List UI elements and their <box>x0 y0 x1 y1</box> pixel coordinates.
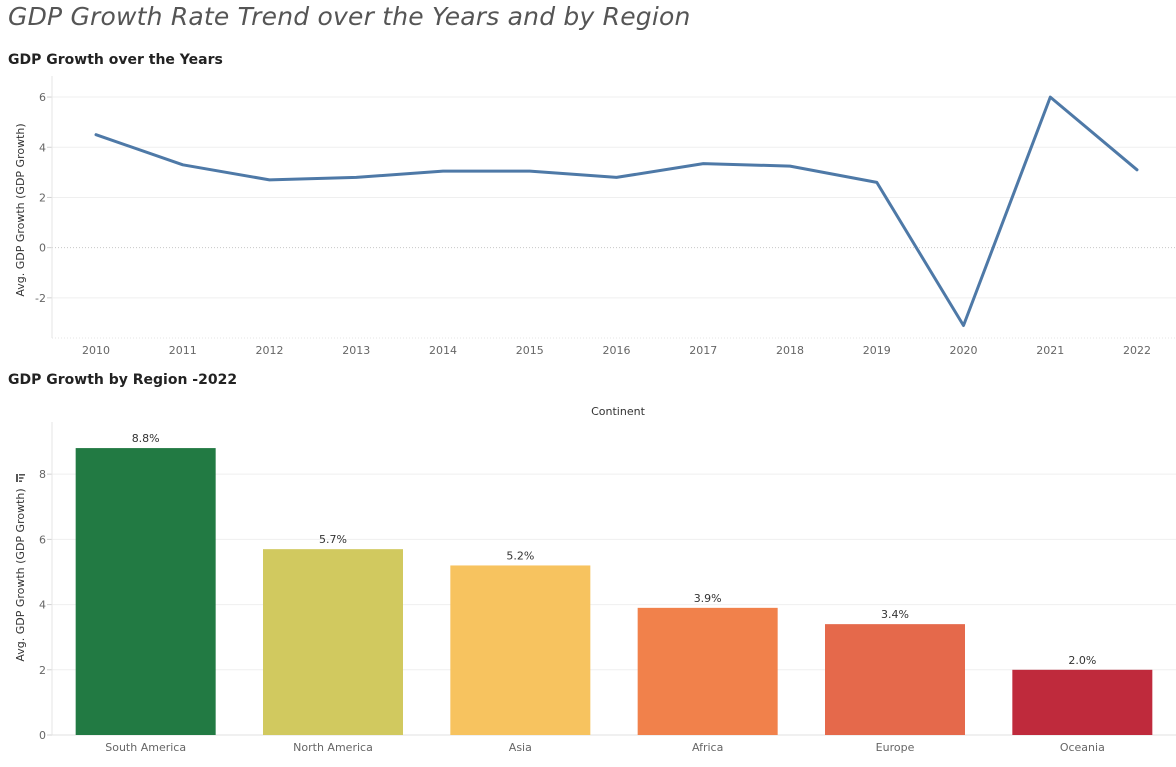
y-tick-label: 4 <box>39 599 46 612</box>
x-tick-label: 2010 <box>82 344 110 357</box>
x-tick-label: 2012 <box>256 344 284 357</box>
bar-chart-bars[interactable] <box>75 448 1153 735</box>
x-tick-label: North America <box>293 741 373 754</box>
y-tick-label: 0 <box>39 729 46 742</box>
bar-chart-x-ticks: South America North America Asia Africa Euro… <box>105 741 1105 754</box>
bar-chart-y-ticks: 0 2 4 6 8 <box>39 468 46 742</box>
y-tick-label: 4 <box>39 141 46 154</box>
y-tick-label: 2 <box>39 191 46 204</box>
y-tick-label: 0 <box>39 242 46 255</box>
bar[interactable] <box>75 448 216 735</box>
bar-chart-data-labels: 8.8% 5.7% 5.2% 3.9% 3.4% 2.0% <box>132 432 1097 667</box>
bar-chart-gridlines <box>47 422 1176 736</box>
bar-chart-title: GDP Growth by Region -2022 <box>8 372 238 388</box>
x-tick-label: 2019 <box>863 344 891 357</box>
bar-data-label: 8.8% <box>132 432 160 445</box>
bar-chart-y-axis-title: Avg. GDP Growth (GDP Growth) <box>14 488 27 661</box>
series-line[interactable] <box>94 95 1139 327</box>
bar[interactable] <box>825 624 965 735</box>
x-tick-label: 2016 <box>603 344 631 357</box>
bar[interactable] <box>450 565 591 735</box>
line-chart-series[interactable] <box>92 93 1141 329</box>
bar-data-label: 2.0% <box>1068 654 1096 667</box>
bar-data-label: 5.2% <box>506 549 534 562</box>
y-tick-label: 6 <box>39 91 46 104</box>
line-chart-title: GDP Growth over the Years <box>8 52 223 68</box>
x-tick-label: Oceania <box>1060 741 1105 754</box>
bar-data-label: 5.7% <box>319 533 347 546</box>
x-tick-label: South America <box>105 741 186 754</box>
x-tick-label: 2017 <box>689 344 717 357</box>
x-tick-label: 2011 <box>169 344 197 357</box>
x-tick-label: 2013 <box>342 344 370 357</box>
y-tick-label: -2 <box>35 292 46 305</box>
x-tick-label: 2015 <box>516 344 544 357</box>
bar-chart-column-header: Continent <box>591 405 645 418</box>
x-tick-label: 2021 <box>1036 344 1064 357</box>
line-chart-y-ticks: -2 0 2 4 6 <box>35 91 46 305</box>
bar[interactable] <box>263 549 403 735</box>
x-tick-label: 2020 <box>950 344 978 357</box>
line-chart-gridlines <box>47 76 1176 339</box>
y-tick-label: 2 <box>39 664 46 677</box>
y-tick-label: 6 <box>39 533 46 546</box>
sort-descending-icon[interactable] <box>16 474 25 482</box>
x-tick-label: Asia <box>509 741 532 754</box>
bar[interactable] <box>1012 669 1153 735</box>
y-tick-label: 8 <box>39 468 46 481</box>
x-tick-label: 2022 <box>1123 344 1151 357</box>
x-tick-label: 2014 <box>429 344 457 357</box>
line-chart-y-axis-title: Avg. GDP Growth (GDP Growth) <box>14 123 27 296</box>
bar-data-label: 3.4% <box>881 608 909 621</box>
x-tick-label: 2018 <box>776 344 804 357</box>
dashboard-title: GDP Growth Rate Trend over the Years and… <box>8 2 691 31</box>
x-tick-label: Europe <box>876 741 915 754</box>
bar[interactable] <box>637 607 778 735</box>
bar-data-label: 3.9% <box>694 592 722 605</box>
line-chart-x-ticks: 2010 2011 2012 2013 2014 2015 2016 2017 2018 2019… <box>82 344 1151 357</box>
x-tick-label: Africa <box>692 741 723 754</box>
